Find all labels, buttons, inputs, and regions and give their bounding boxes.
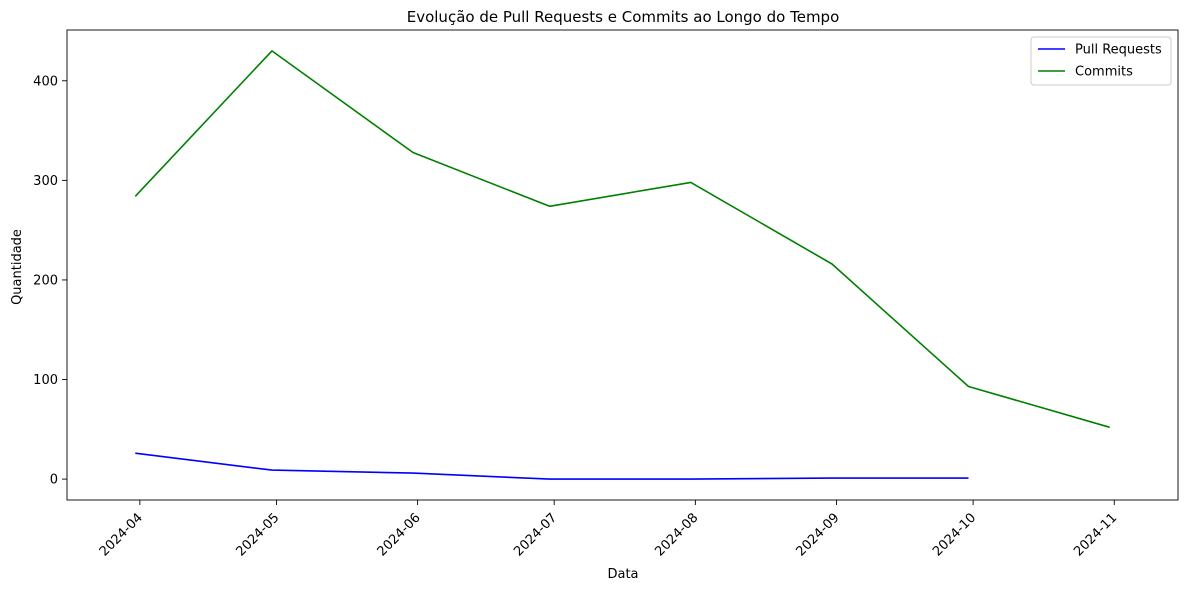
plot-area	[66, 29, 1179, 501]
series-line-0	[135, 452, 969, 480]
series-line-1	[134, 50, 1110, 429]
legend: Pull Requests Commits	[1030, 36, 1172, 86]
y-tick-label: 300	[33, 174, 58, 189]
x-tick-label: 2024-04	[97, 510, 146, 559]
y-axis-label: Quantidade	[10, 229, 25, 305]
x-tick-label: 2024-06	[375, 510, 424, 559]
y-tick-label: 0	[50, 473, 58, 488]
x-tick-label: 2024-11	[1071, 510, 1120, 559]
y-tick-label: 200	[33, 273, 58, 288]
x-tick-label: 2024-05	[233, 510, 282, 559]
x-tick-label: 2024-09	[794, 510, 843, 559]
plot-frame	[66, 29, 1179, 501]
x-tick-label: 2024-10	[930, 510, 979, 559]
x-axis-label: Data	[607, 567, 638, 582]
chart-title: Evolução de Pull Requests e Commits ao L…	[407, 8, 840, 26]
y-axis: 0 100 200 300 400	[33, 74, 67, 488]
y-tick-label: 100	[33, 373, 58, 388]
x-tick-label: 2024-07	[511, 510, 560, 559]
y-tick-label: 400	[33, 74, 58, 89]
x-axis: 2024-04 2024-05 2024-06 2024-07 2024-08 2024-…	[97, 500, 1120, 559]
legend-label: Pull Requests	[1075, 43, 1162, 58]
x-tick-label: 2024-08	[652, 510, 701, 559]
legend-box	[1030, 36, 1172, 86]
legend-label: Commits	[1075, 65, 1133, 80]
